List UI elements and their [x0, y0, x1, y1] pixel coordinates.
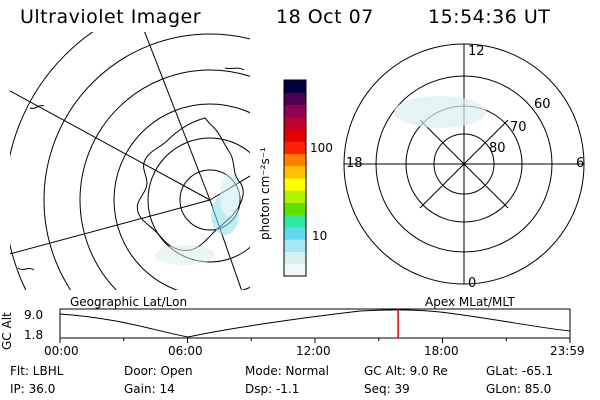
colorbar-band [284, 239, 306, 252]
coastline [17, 267, 35, 271]
date-label: 18 Oct 07 [276, 6, 374, 28]
lat-circle [147, 137, 250, 263]
status-glat: GLat: -65.1 [486, 364, 553, 378]
timeline-tick-0000: 00:00 [44, 344, 79, 358]
status-ip: IP: 36.0 [10, 382, 56, 396]
polar-label-lat-80: 80 [489, 141, 506, 156]
colorbar-band [284, 165, 306, 179]
polar-label-lat-70: 70 [510, 120, 527, 135]
altitude-curve [59, 309, 571, 338]
status-mode: Mode: Normal [245, 364, 329, 378]
meridian-line [144, 32, 211, 201]
status-seq: Seq: 39 [364, 382, 410, 396]
lat-circle [43, 33, 250, 290]
aurora-glow [155, 173, 240, 265]
status-dsp: Dsp: -1.1 [245, 382, 300, 396]
polar-label-0: 0 [468, 276, 477, 291]
aurora-oval [394, 96, 486, 128]
colorbar [283, 79, 307, 277]
time-label: 15:54:36 UT [428, 6, 551, 28]
timeline-y-bottom: 1.8 [24, 328, 44, 342]
status-gain: Gain: 14 [124, 382, 175, 396]
colorbar-band [284, 214, 306, 228]
colorbar-band [284, 104, 306, 118]
polar-diagonal [419, 119, 509, 209]
status-gc-alt: GC Alt: 9.0 Re [364, 364, 448, 378]
colorbar-band [284, 251, 306, 265]
timeline-y-top: 9.0 [24, 308, 44, 322]
lat-circle [79, 69, 250, 290]
timeline-frame [59, 308, 571, 339]
polar-label-lat-60: 60 [534, 97, 551, 112]
polar-label-6: 6 [576, 156, 585, 171]
colorbar-band [284, 153, 306, 167]
lat-circle [179, 169, 241, 231]
colorbar-band [284, 92, 306, 105]
meridian-line [10, 90, 211, 201]
status-filter: Flt: LBHL [10, 364, 64, 378]
coastline [224, 67, 245, 71]
lat-circle [113, 103, 250, 290]
colorbar-band [284, 227, 306, 240]
meridian-line [10, 199, 211, 255]
polar-label-18: 18 [346, 156, 363, 171]
colorbar-band [284, 202, 306, 216]
instrument-title: Ultraviolet Imager [20, 6, 202, 28]
status-glon: GLon: 85.0 [486, 382, 552, 396]
timeline-tick-1200: 12:00 [296, 344, 331, 358]
colorbar-band [284, 80, 306, 93]
timeline-tick-2359: 23:59 [550, 344, 585, 358]
colorbar-band [284, 190, 306, 203]
colorbar-tick-100: 100 [310, 141, 333, 155]
timeline-right-label: Apex MLat/MLT [425, 295, 515, 309]
colorbar-band [284, 129, 306, 142]
colorbar-band [284, 178, 306, 191]
colorbar-band [284, 116, 306, 130]
timeline-left-label: Geographic Lat/Lon [70, 295, 188, 309]
timeline-tick-1800: 18:00 [424, 344, 459, 358]
status-door: Door: Open [124, 364, 193, 378]
colorbar-tick-10: 10 [312, 229, 328, 243]
timeline-tick-0600: 06:00 [168, 344, 203, 358]
coastline [29, 105, 45, 109]
colorbar-band [284, 141, 306, 154]
colorbar-band [284, 263, 306, 277]
polar-label-12: 12 [468, 44, 485, 59]
